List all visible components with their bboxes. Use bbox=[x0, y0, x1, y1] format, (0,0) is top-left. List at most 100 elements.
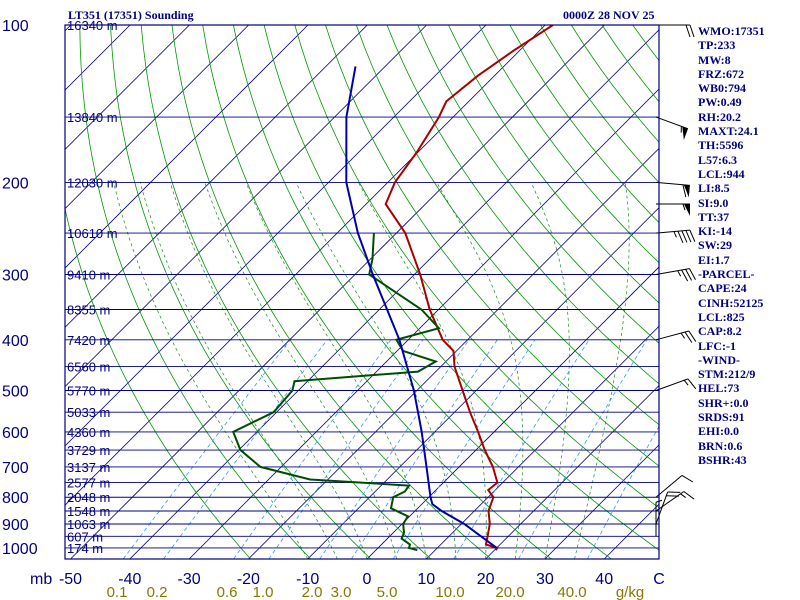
moist-adiabat bbox=[139, 182, 338, 559]
barb-full bbox=[689, 229, 696, 242]
index-line: -WIND- bbox=[698, 352, 740, 367]
isotherm-line bbox=[188, 88, 659, 559]
isotherm-line bbox=[366, 266, 659, 559]
temperature-tick: -30 bbox=[178, 571, 201, 588]
isotherm-line bbox=[65, 25, 190, 150]
dry-adiabat bbox=[448, 25, 659, 304]
isotherm-line bbox=[65, 25, 487, 447]
temperature-tick: 30 bbox=[536, 571, 554, 588]
mixing-ratio-label: 40.0 bbox=[557, 584, 586, 600]
height-label: 3137 m bbox=[67, 460, 110, 475]
pressure-tick: 200 bbox=[2, 175, 29, 192]
index-line: CAPE:24 bbox=[698, 281, 747, 296]
mixing-ratio-line bbox=[518, 339, 648, 559]
index-line: TH:5596 bbox=[698, 138, 744, 153]
temperature-tick: -20 bbox=[237, 571, 260, 588]
dry-adiabat bbox=[65, 206, 251, 559]
pressure-tick: 1000 bbox=[2, 541, 38, 558]
mixing-ratio-label: 0.1 bbox=[107, 584, 128, 600]
plot-frame bbox=[64, 24, 660, 560]
barb-full bbox=[681, 474, 694, 483]
sounding-indices-panel: WMO:17351 TP:233 MW:8 FRZ:672 WB0:794 PW:0.49… bbox=[698, 24, 798, 467]
pressure-tick: 500 bbox=[2, 384, 29, 401]
index-line: WMO:17351 bbox=[698, 24, 765, 38]
wind-barb bbox=[655, 378, 697, 391]
barb-staff bbox=[655, 475, 683, 498]
barb-staff bbox=[655, 330, 689, 341]
mixing-ratio-label: 1.0 bbox=[253, 584, 274, 600]
barb-staff bbox=[655, 491, 669, 525]
barb-full bbox=[689, 268, 696, 280]
moist-adiabat bbox=[245, 182, 427, 559]
index-line: MAXT:24.1 bbox=[698, 124, 759, 139]
height-label: 10610 m bbox=[67, 226, 118, 241]
mixing-ratio-label: g/kg bbox=[616, 584, 644, 600]
dry-adiabat bbox=[79, 25, 311, 559]
mixing-ratio-label: 10.0 bbox=[435, 584, 464, 600]
isotherm-line bbox=[65, 25, 249, 210]
isotherm-line bbox=[65, 25, 309, 269]
dry-adiabat bbox=[386, 25, 659, 385]
mixing-ratio-label: 3.0 bbox=[331, 584, 352, 600]
index-line: HEL:73 bbox=[698, 381, 740, 396]
index-line: BSHR:43 bbox=[698, 452, 747, 467]
isotherm-line bbox=[65, 25, 368, 328]
barb-full bbox=[681, 269, 689, 282]
wind-barb bbox=[655, 330, 697, 343]
height-label: 5033 m bbox=[67, 405, 110, 420]
moist-adiabat bbox=[169, 182, 368, 559]
isotherm-line bbox=[485, 385, 659, 559]
barb-full bbox=[681, 230, 688, 243]
wind-barb bbox=[655, 181, 690, 198]
height-label: 13840 m bbox=[67, 110, 118, 125]
isotherm-line bbox=[70, 25, 605, 559]
barb-half bbox=[682, 203, 686, 211]
barb-flag bbox=[682, 126, 688, 140]
pressure-tick: 700 bbox=[2, 460, 29, 477]
barb-half bbox=[683, 379, 689, 386]
barb-full bbox=[683, 491, 695, 500]
mixing-ratio-line bbox=[351, 339, 498, 559]
index-line: FRZ:672 bbox=[698, 66, 744, 81]
height-label: 4360 m bbox=[67, 425, 110, 440]
barb-staff bbox=[655, 378, 689, 391]
wind-barbs bbox=[655, 24, 697, 537]
barb-flag bbox=[683, 184, 690, 198]
isotherm-line bbox=[426, 325, 659, 559]
barb-flag bbox=[684, 204, 690, 217]
index-line: EI:1.7 bbox=[698, 252, 730, 267]
pressure-tick: 600 bbox=[2, 425, 29, 442]
barb-staff bbox=[655, 268, 690, 275]
index-line: PW:0.49 bbox=[698, 95, 742, 110]
barb-full bbox=[677, 230, 684, 243]
height-label: 2577 m bbox=[67, 476, 110, 491]
mixing-ratio-line bbox=[319, 339, 470, 559]
barb-staff bbox=[655, 229, 690, 234]
mixing-ratio-line bbox=[392, 339, 536, 559]
isotherm-line bbox=[65, 25, 427, 388]
wind-barb bbox=[655, 268, 696, 282]
height-label: 607 m bbox=[67, 529, 103, 544]
barb-full bbox=[684, 331, 693, 343]
wind-barb bbox=[656, 203, 690, 217]
dry-adiabat bbox=[294, 25, 659, 509]
height-label: 16340 m bbox=[67, 18, 118, 33]
index-line: -PARCEL- bbox=[698, 267, 755, 282]
isotherm-line bbox=[544, 444, 659, 559]
isotherm-line bbox=[0, 25, 12, 559]
height-label: 9410 m bbox=[67, 267, 110, 282]
barb-half bbox=[680, 493, 686, 498]
mixing-ratio-label: 20.0 bbox=[495, 584, 524, 600]
moist-adiabat bbox=[436, 182, 524, 559]
height-label: 174 m bbox=[67, 541, 103, 556]
mixing-ratio-label: 5.0 bbox=[377, 584, 398, 600]
index-line: SW:29 bbox=[698, 238, 733, 253]
height-label: 6560 m bbox=[67, 360, 110, 375]
barb-staff bbox=[655, 116, 689, 130]
index-line: WB0:794 bbox=[698, 81, 746, 96]
mixing-ratio-line bbox=[453, 339, 590, 559]
height-label: 2048 m bbox=[67, 490, 110, 505]
temperature-tick: 10 bbox=[417, 571, 435, 588]
x-axis-unit: mb bbox=[30, 571, 52, 588]
index-line: LCL:825 bbox=[698, 309, 745, 324]
